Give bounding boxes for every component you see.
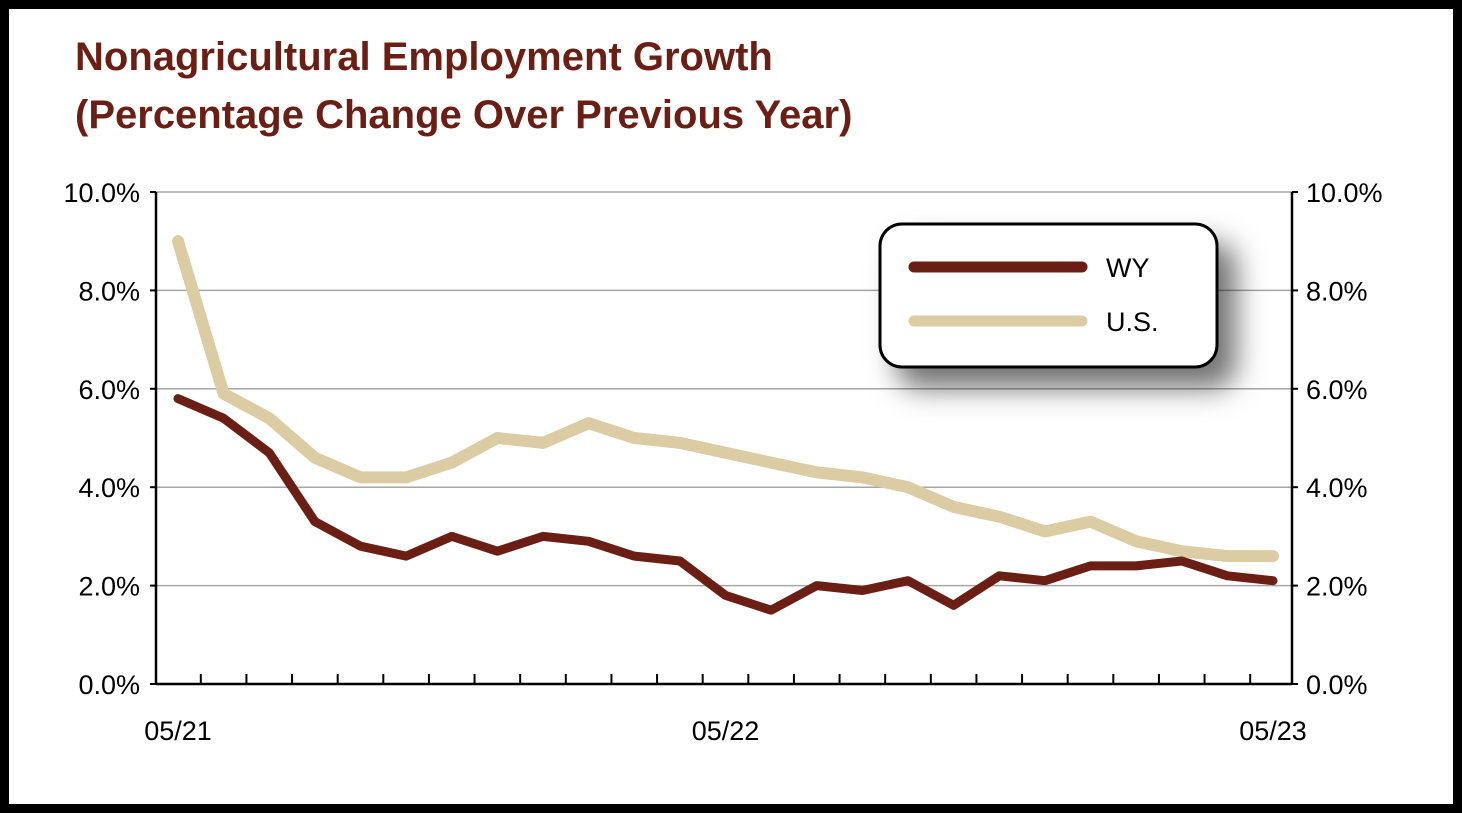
y-tick-label-left: 4.0% [78,473,140,503]
legend-box [878,222,1219,369]
y-tick-label-left: 2.0% [78,572,140,602]
y-tick-label-left: 10.0% [63,178,140,208]
x-tick-label: 05/23 [1239,716,1307,746]
y-tick-label-right: 10.0% [1306,178,1383,208]
legend-label: U.S. [1106,307,1159,337]
legend-label: WY [1106,253,1150,283]
y-tick-label-left: 8.0% [78,276,140,306]
y-tick-label-right: 0.0% [1306,670,1368,700]
gridlines [156,191,1292,587]
y-tick-label-right: 6.0% [1306,375,1368,405]
series-line-u-s [172,235,1279,563]
x-tick-label: 05/21 [144,716,212,746]
y-tick-label-left: 0.0% [78,670,140,700]
y-tick-label-left: 6.0% [78,375,140,405]
legend: WY U.S. [878,222,1219,369]
y-tick-label-right: 2.0% [1306,572,1368,602]
chart-subtitle-line: (Percentage Change Over Previous Year) [75,93,853,137]
x-tick-label: 05/22 [692,716,760,746]
series-line-wy [173,394,1278,615]
axes: 0.0% 0.0% 2.0% 2.0% 4.0% 4.0% 6.0% 6.0% 8.0% 8.0%… [63,178,1382,746]
chart-title: Nonagricultural Employment Growth (Perce… [75,28,852,144]
series-lines [172,235,1279,615]
chart-title-line: Nonagricultural Employment Growth [75,35,773,79]
y-tick-label-right: 4.0% [1306,473,1368,503]
y-tick-label-right: 8.0% [1306,276,1368,306]
